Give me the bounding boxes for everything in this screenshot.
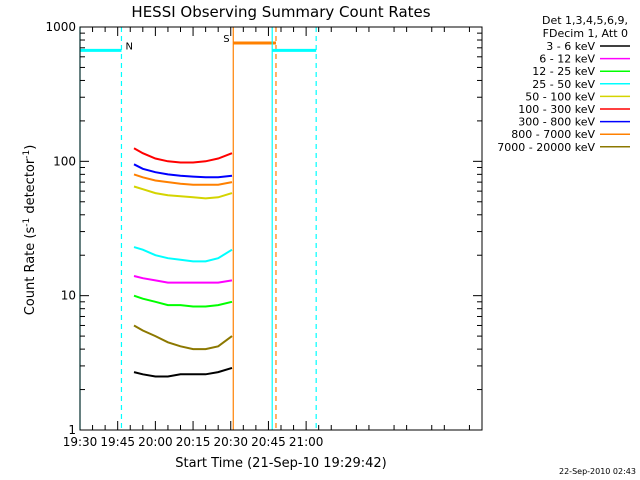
series-line — [133, 275, 233, 284]
y-tick-label: 100 — [53, 154, 76, 168]
legend-entry-label: 6 - 12 keV — [539, 53, 595, 66]
legend-entry-label: 25 - 50 keV — [532, 78, 595, 91]
x-tick-label: 20:00 — [138, 435, 173, 449]
marker-layer: NS — [79, 27, 317, 430]
y-axis-label: Count Rate (s-1 detector-1) — [22, 145, 38, 316]
series-line — [133, 173, 233, 186]
y-axis: 1 10 100 1000 — [45, 20, 482, 437]
footer-date: 22-Sep-2010 02:43 — [559, 467, 636, 476]
x-tick-label: 20:30 — [213, 435, 248, 449]
legend-header-2: FDecim 1, Att 0 — [543, 27, 628, 40]
legend-header-1: Det 1,3,4,5,6,9, — [542, 14, 628, 27]
x-tick-label: 21:00 — [289, 435, 324, 449]
legend-entry-label: 800 - 7000 keV — [511, 128, 595, 141]
legend-entry-label: 7000 - 20000 keV — [497, 141, 595, 154]
legend-entry-label: 50 - 100 keV — [525, 90, 595, 103]
legend-entry-label: 100 - 300 keV — [518, 103, 595, 116]
legend-entry-label: 12 - 25 keV — [532, 65, 595, 78]
series-line — [133, 147, 233, 164]
series-line — [133, 324, 233, 351]
x-tick-label: 19:45 — [100, 435, 135, 449]
plot-frame — [79, 26, 483, 431]
x-tick-label: 20:15 — [176, 435, 211, 449]
x-axis-label: Start Time (21-Sep-10 19:29:42) — [175, 456, 386, 471]
chart-title: HESSI Observing Summary Count Rates — [131, 3, 430, 21]
series-line — [133, 366, 233, 378]
series-line — [133, 163, 233, 179]
x-tick-label: 20:45 — [251, 435, 286, 449]
y-tick-label: 1 — [68, 423, 76, 437]
y-tick-label: 1000 — [45, 20, 76, 34]
legend-entry-label: 300 - 800 keV — [518, 116, 595, 129]
x-axis: 19:30 19:45 20:00 20:15 20:30 20:45 21:00 — [63, 27, 483, 449]
legend-entry-label: 3 - 6 keV — [546, 40, 595, 53]
series-layer — [133, 147, 233, 378]
x-tick-label: 19:30 — [63, 435, 98, 449]
marker-label: S — [223, 34, 229, 45]
series-line — [133, 185, 233, 200]
series-line — [133, 246, 233, 263]
y-tick-label: 10 — [61, 289, 76, 303]
series-line — [133, 294, 233, 308]
marker-label: N — [125, 41, 132, 52]
